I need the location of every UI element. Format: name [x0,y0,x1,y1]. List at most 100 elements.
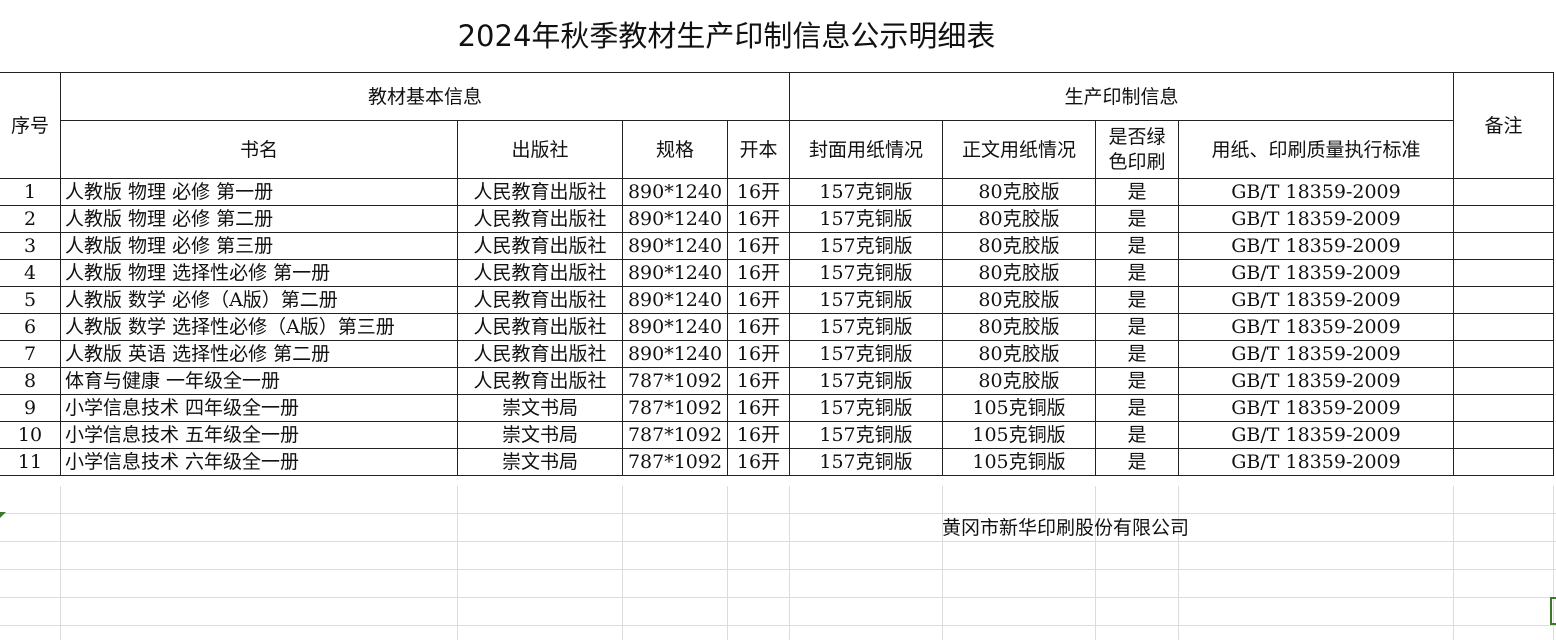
cell-publisher[interactable]: 人民教育出版社 [457,313,623,341]
cell-format[interactable]: 16开 [727,448,790,476]
cell-body[interactable]: 80克胶版 [942,259,1096,287]
cell-publisher[interactable]: 人民教育出版社 [457,286,623,314]
cell-cover[interactable]: 157克铜版 [789,313,943,341]
cell-publisher[interactable]: 崇文书局 [457,421,623,449]
cell-book[interactable]: 人教版 物理 选择性必修 第一册 [60,259,458,287]
header-group-print[interactable]: 生产印制信息 [789,72,1454,121]
cell-remark[interactable] [1453,178,1554,206]
cell-standard[interactable]: GB/T 18359-2009 [1178,205,1454,233]
cell-remark[interactable] [1453,232,1554,260]
cell-body[interactable]: 80克胶版 [942,286,1096,314]
cell-seq[interactable]: 9 [0,394,61,422]
header-standard[interactable]: 用纸、印刷质量执行标准 [1178,120,1454,179]
cell-book[interactable]: 小学信息技术 六年级全一册 [60,448,458,476]
cell-body[interactable]: 80克胶版 [942,205,1096,233]
cell-cover[interactable]: 157克铜版 [789,178,943,206]
cell-cover[interactable]: 157克铜版 [789,232,943,260]
cell-cover[interactable]: 157克铜版 [789,205,943,233]
cell-standard[interactable]: GB/T 18359-2009 [1178,421,1454,449]
cell-book[interactable]: 小学信息技术 四年级全一册 [60,394,458,422]
cell-format[interactable]: 16开 [727,394,790,422]
cell-book[interactable]: 人教版 英语 选择性必修 第二册 [60,340,458,368]
cell-format[interactable]: 16开 [727,421,790,449]
header-green[interactable]: 是否绿色印刷 [1095,120,1179,179]
cell-remark[interactable] [1453,340,1554,368]
cell-body[interactable]: 80克胶版 [942,340,1096,368]
cell-format[interactable]: 16开 [727,232,790,260]
cell-book[interactable]: 人教版 物理 必修 第二册 [60,205,458,233]
cell-spec[interactable]: 890*1240 [622,313,728,341]
cell-green[interactable]: 是 [1095,448,1179,476]
cell-format[interactable]: 16开 [727,286,790,314]
cell-cover[interactable]: 157克铜版 [789,394,943,422]
cell-seq[interactable]: 6 [0,313,61,341]
cell-remark[interactable] [1453,394,1554,422]
header-remark[interactable]: 备注 [1453,72,1554,179]
company-name[interactable]: 黄冈市新华印刷股份有限公司 [942,517,1190,539]
cell-remark[interactable] [1453,448,1554,476]
cell-standard[interactable]: GB/T 18359-2009 [1178,259,1454,287]
cell-standard[interactable]: GB/T 18359-2009 [1178,313,1454,341]
cell-seq[interactable]: 11 [0,448,61,476]
selected-cell[interactable] [1550,597,1556,625]
cell-spec[interactable]: 890*1240 [622,232,728,260]
cell-seq[interactable]: 7 [0,340,61,368]
cell-seq[interactable]: 8 [0,367,61,395]
cell-seq[interactable]: 2 [0,205,61,233]
cell-remark[interactable] [1453,367,1554,395]
cell-publisher[interactable]: 人民教育出版社 [457,340,623,368]
cell-book[interactable]: 人教版 物理 必修 第一册 [60,178,458,206]
cell-publisher[interactable]: 崇文书局 [457,448,623,476]
cell-publisher[interactable]: 人民教育出版社 [457,367,623,395]
cell-spec[interactable]: 890*1240 [622,286,728,314]
cell-book[interactable]: 人教版 物理 必修 第三册 [60,232,458,260]
cell-green[interactable]: 是 [1095,259,1179,287]
cell-spec[interactable]: 787*1092 [622,367,728,395]
header-cover[interactable]: 封面用纸情况 [789,120,943,179]
cell-format[interactable]: 16开 [727,259,790,287]
cell-book[interactable]: 人教版 数学 必修（A版）第二册 [60,286,458,314]
header-publisher[interactable]: 出版社 [457,120,623,179]
cell-standard[interactable]: GB/T 18359-2009 [1178,286,1454,314]
cell-remark[interactable] [1453,205,1554,233]
cell-format[interactable]: 16开 [727,313,790,341]
cell-format[interactable]: 16开 [727,178,790,206]
cell-green[interactable]: 是 [1095,286,1179,314]
cell-seq[interactable]: 3 [0,232,61,260]
cell-standard[interactable]: GB/T 18359-2009 [1178,367,1454,395]
cell-book[interactable]: 人教版 数学 选择性必修（A版）第三册 [60,313,458,341]
cell-body[interactable]: 105克铜版 [942,448,1096,476]
cell-green[interactable]: 是 [1095,394,1179,422]
cell-body[interactable]: 80克胶版 [942,313,1096,341]
cell-body[interactable]: 80克胶版 [942,367,1096,395]
header-book[interactable]: 书名 [60,120,458,179]
cell-seq[interactable]: 10 [0,421,61,449]
cell-spec[interactable]: 787*1092 [622,421,728,449]
cell-standard[interactable]: GB/T 18359-2009 [1178,394,1454,422]
cell-cover[interactable]: 157克铜版 [789,421,943,449]
header-format[interactable]: 开本 [727,120,790,179]
cell-green[interactable]: 是 [1095,421,1179,449]
cell-book[interactable]: 小学信息技术 五年级全一册 [60,421,458,449]
cell-cover[interactable]: 157克铜版 [789,448,943,476]
cell-seq[interactable]: 1 [0,178,61,206]
cell-remark[interactable] [1453,259,1554,287]
cell-spec[interactable]: 890*1240 [622,259,728,287]
cell-spec[interactable]: 787*1092 [622,394,728,422]
cell-green[interactable]: 是 [1095,340,1179,368]
cell-cover[interactable]: 157克铜版 [789,286,943,314]
cell-body[interactable]: 105克铜版 [942,394,1096,422]
cell-green[interactable]: 是 [1095,313,1179,341]
cell-spec[interactable]: 890*1240 [622,178,728,206]
cell-seq[interactable]: 5 [0,286,61,314]
cell-format[interactable]: 16开 [727,205,790,233]
cell-spec[interactable]: 890*1240 [622,340,728,368]
cell-publisher[interactable]: 人民教育出版社 [457,259,623,287]
cell-cover[interactable]: 157克铜版 [789,259,943,287]
header-body[interactable]: 正文用纸情况 [942,120,1096,179]
cell-book[interactable]: 体育与健康 一年级全一册 [60,367,458,395]
cell-publisher[interactable]: 人民教育出版社 [457,205,623,233]
cell-remark[interactable] [1453,421,1554,449]
cell-standard[interactable]: GB/T 18359-2009 [1178,232,1454,260]
cell-body[interactable]: 80克胶版 [942,178,1096,206]
